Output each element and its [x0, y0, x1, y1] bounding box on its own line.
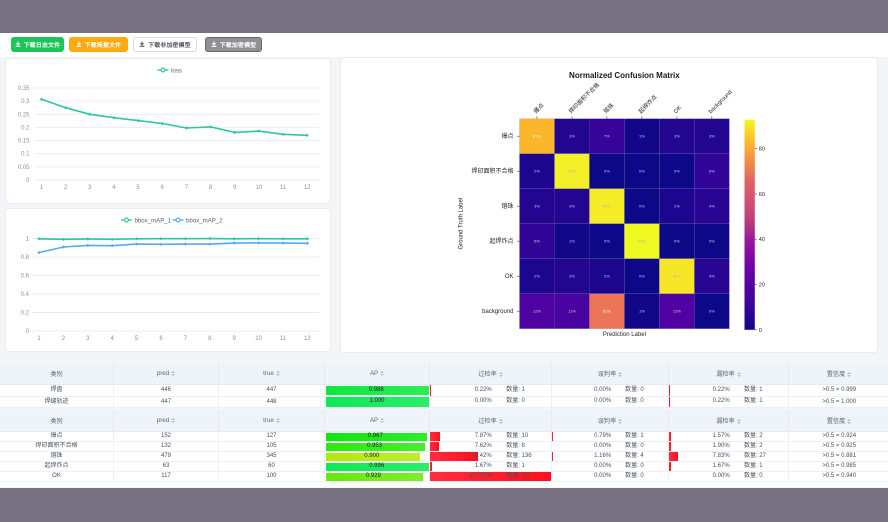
svg-text:0%: 0%: [674, 169, 680, 174]
svg-text:81%: 81%: [533, 134, 541, 139]
svg-text:OK: OK: [673, 105, 683, 115]
svg-text:Prediction Label: Prediction Label: [603, 332, 646, 338]
svg-text:1%: 1%: [639, 134, 645, 139]
svg-text:60: 60: [759, 192, 765, 198]
svg-text:1: 1: [40, 185, 44, 191]
svg-text:起焊炸点: 起焊炸点: [489, 237, 513, 245]
svg-text:12: 12: [304, 185, 311, 191]
svg-text:0%: 0%: [639, 169, 645, 174]
svg-text:7%: 7%: [604, 134, 610, 139]
svg-text:OK: OK: [505, 274, 514, 280]
svg-text:93%: 93%: [638, 239, 646, 244]
svg-text:6: 6: [161, 185, 165, 191]
svg-text:0.35: 0.35: [18, 86, 30, 92]
svg-text:Ground Truth Label: Ground Truth Label: [459, 198, 465, 250]
svg-text:6%: 6%: [709, 169, 715, 174]
svg-text:0%: 0%: [639, 274, 645, 279]
svg-text:4%: 4%: [709, 274, 715, 279]
svg-text:background: background: [708, 89, 734, 115]
svg-text:Normalized Confusion Matrix: Normalized Confusion Matrix: [569, 71, 680, 80]
svg-text:0%: 0%: [709, 309, 715, 314]
svg-text:0: 0: [26, 178, 30, 184]
svg-text:10: 10: [256, 185, 263, 191]
svg-text:loss: loss: [171, 67, 182, 74]
svg-text:0%: 0%: [604, 239, 610, 244]
svg-text:4: 4: [111, 336, 115, 342]
svg-text:4: 4: [112, 185, 116, 191]
svg-text:9: 9: [233, 336, 237, 342]
svg-text:91%: 91%: [568, 169, 576, 174]
svg-text:90%: 90%: [603, 204, 611, 209]
svg-text:0: 0: [26, 329, 30, 335]
svg-text:3%: 3%: [569, 134, 575, 139]
svg-text:0.2: 0.2: [21, 311, 30, 317]
svg-text:0: 0: [759, 328, 762, 334]
svg-text:1%: 1%: [639, 309, 645, 314]
svg-text:0%: 0%: [639, 204, 645, 209]
svg-text:20: 20: [759, 283, 765, 289]
svg-text:61%: 61%: [603, 309, 611, 314]
svg-text:13%: 13%: [673, 309, 681, 314]
svg-text:2: 2: [64, 185, 68, 191]
svg-text:11%: 11%: [568, 309, 576, 314]
svg-text:3%: 3%: [534, 204, 540, 209]
svg-text:熔珠: 熔珠: [501, 202, 513, 210]
svg-text:3%: 3%: [569, 274, 575, 279]
svg-text:4%: 4%: [709, 204, 715, 209]
svg-text:7: 7: [184, 336, 188, 342]
svg-text:1: 1: [26, 237, 30, 243]
svg-text:12: 12: [304, 336, 311, 342]
svg-text:0.8: 0.8: [21, 255, 30, 261]
svg-text:焊印面积不合格: 焊印面积不合格: [471, 167, 513, 175]
svg-text:40: 40: [759, 237, 765, 243]
svg-text:0.3: 0.3: [21, 99, 30, 105]
svg-text:11: 11: [280, 185, 287, 191]
svg-text:6: 6: [159, 336, 163, 342]
svg-text:0.4: 0.4: [21, 292, 30, 298]
svg-text:10: 10: [255, 336, 262, 342]
svg-text:爆点: 爆点: [501, 132, 513, 140]
svg-text:80: 80: [759, 147, 765, 153]
svg-text:11: 11: [280, 336, 287, 342]
svg-text:3%: 3%: [709, 134, 715, 139]
svg-text:12%: 12%: [533, 309, 541, 314]
svg-text:0.25: 0.25: [18, 112, 30, 118]
svg-text:2%: 2%: [674, 204, 680, 209]
svg-text:5: 5: [135, 336, 139, 342]
svg-text:0.2: 0.2: [21, 125, 30, 131]
svg-text:bbox_mAP_2: bbox_mAP_2: [186, 217, 223, 224]
svg-text:2%: 2%: [534, 169, 540, 174]
svg-text:0%: 0%: [674, 239, 680, 244]
svg-text:7: 7: [185, 185, 189, 191]
svg-text:2%: 2%: [604, 274, 610, 279]
svg-text:3%: 3%: [569, 204, 575, 209]
svg-text:起焊炸点: 起焊炸点: [637, 93, 659, 115]
svg-text:0.6: 0.6: [21, 274, 30, 280]
svg-text:3%: 3%: [674, 134, 680, 139]
svg-text:2%: 2%: [534, 274, 540, 279]
svg-text:0%: 0%: [604, 169, 610, 174]
svg-text:0.1: 0.1: [21, 152, 30, 158]
svg-text:焊印面积不合格: 焊印面积不合格: [567, 81, 601, 115]
svg-text:0.15: 0.15: [18, 139, 30, 145]
svg-text:89%: 89%: [673, 274, 681, 279]
svg-text:3: 3: [88, 185, 92, 191]
svg-text:8: 8: [209, 185, 213, 191]
svg-text:1%: 1%: [569, 239, 575, 244]
svg-text:6%: 6%: [534, 239, 540, 244]
svg-text:2: 2: [62, 336, 66, 342]
svg-text:5: 5: [136, 185, 140, 191]
svg-text:8: 8: [208, 336, 212, 342]
svg-text:3: 3: [86, 336, 90, 342]
svg-text:background: background: [482, 309, 513, 315]
svg-text:0.05: 0.05: [18, 165, 30, 171]
svg-text:bbox_mAP_1: bbox_mAP_1: [135, 217, 172, 224]
svg-text:0%: 0%: [709, 239, 715, 244]
svg-text:9: 9: [233, 185, 237, 191]
svg-text:熔珠: 熔珠: [602, 101, 616, 115]
svg-text:1: 1: [37, 336, 41, 342]
svg-text:爆点: 爆点: [532, 101, 546, 115]
